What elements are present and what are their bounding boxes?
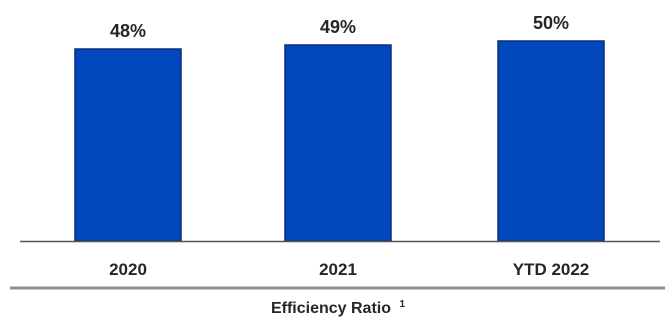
category-label: YTD 2022 <box>513 260 590 279</box>
chart-title: Efficiency Ratio 1 <box>271 299 405 317</box>
value-label: 50% <box>533 13 569 33</box>
bars-group <box>74 40 605 242</box>
chart-title-text: Efficiency Ratio <box>271 300 391 317</box>
value-labels-group: 48% 49% 50% <box>110 13 569 41</box>
bar-2020 <box>74 48 182 242</box>
chart-title-footnote: 1 <box>399 299 405 310</box>
value-label: 48% <box>110 21 146 41</box>
value-label: 49% <box>320 17 356 37</box>
category-label: 2020 <box>109 260 147 279</box>
bar-2021 <box>284 44 392 242</box>
category-label: 2021 <box>319 260 357 279</box>
bar-ytd-2022 <box>497 40 605 242</box>
category-labels-group: 2020 2021 YTD 2022 <box>109 260 589 279</box>
